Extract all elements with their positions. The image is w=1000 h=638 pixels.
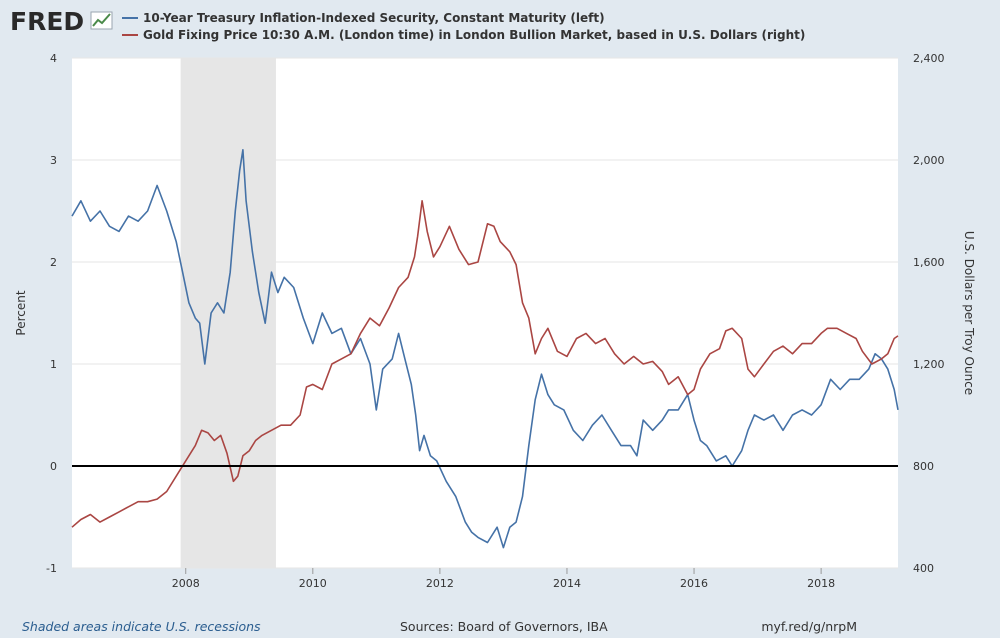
- x-tick-label: 2014: [553, 577, 581, 590]
- left-tick-label: 2: [50, 256, 57, 269]
- right-tick-label: 2,000: [913, 154, 945, 167]
- legend-item-tips[interactable]: 10-Year Treasury Inflation-Indexed Secur…: [122, 11, 605, 25]
- logo-chart-icon: [90, 11, 113, 30]
- x-tick-label: 2010: [299, 577, 327, 590]
- x-tick-label: 2016: [680, 577, 708, 590]
- left-tick-label: 4: [50, 52, 57, 65]
- right-axis-title: U.S. Dollars per Troy Ounce: [962, 231, 976, 395]
- right-tick-label: 2,400: [913, 52, 945, 65]
- recession-layer: [180, 58, 276, 568]
- sources-text: Sources: Board of Governors, IBA: [400, 619, 608, 634]
- fred-logo[interactable]: FRED: [10, 7, 113, 36]
- legend-label-tips: 10-Year Treasury Inflation-Indexed Secur…: [143, 11, 605, 25]
- left-tick-label: -1: [46, 562, 57, 575]
- x-axis-ticks: 2008 2010 2012 2014 2016 2018: [172, 568, 835, 590]
- right-tick-label: 800: [913, 460, 934, 473]
- series-layer: [71, 149, 899, 549]
- legend-label-gold: Gold Fixing Price 10:30 A.M. (London tim…: [143, 28, 805, 42]
- logo-text: FRED: [10, 7, 84, 36]
- recession-note-link[interactable]: Shaded areas indicate U.S. recessions: [22, 619, 261, 634]
- left-tick-label: 3: [50, 154, 57, 167]
- legend: 10-Year Treasury Inflation-Indexed Secur…: [122, 11, 805, 42]
- left-tick-label: 1: [50, 358, 57, 371]
- x-tick-label: 2008: [172, 577, 200, 590]
- short-url[interactable]: myf.red/g/nrpM: [761, 619, 857, 634]
- right-tick-label: 1,200: [913, 358, 945, 371]
- right-tick-label: 1,600: [913, 256, 945, 269]
- right-axis-ticks: 400 800 1,200 1,600 2,000 2,400: [913, 52, 945, 575]
- legend-item-gold[interactable]: Gold Fixing Price 10:30 A.M. (London tim…: [122, 28, 805, 42]
- recession-band: [180, 58, 276, 568]
- series-line-gold: [71, 200, 899, 528]
- left-tick-label: 0: [50, 460, 57, 473]
- x-tick-label: 2012: [426, 577, 454, 590]
- x-tick-label: 2018: [807, 577, 835, 590]
- left-axis-ticks: -1 0 1 2 3 4: [46, 52, 57, 575]
- series-line-tips: [71, 149, 899, 549]
- left-axis-title: Percent: [14, 290, 28, 335]
- right-tick-label: 400: [913, 562, 934, 575]
